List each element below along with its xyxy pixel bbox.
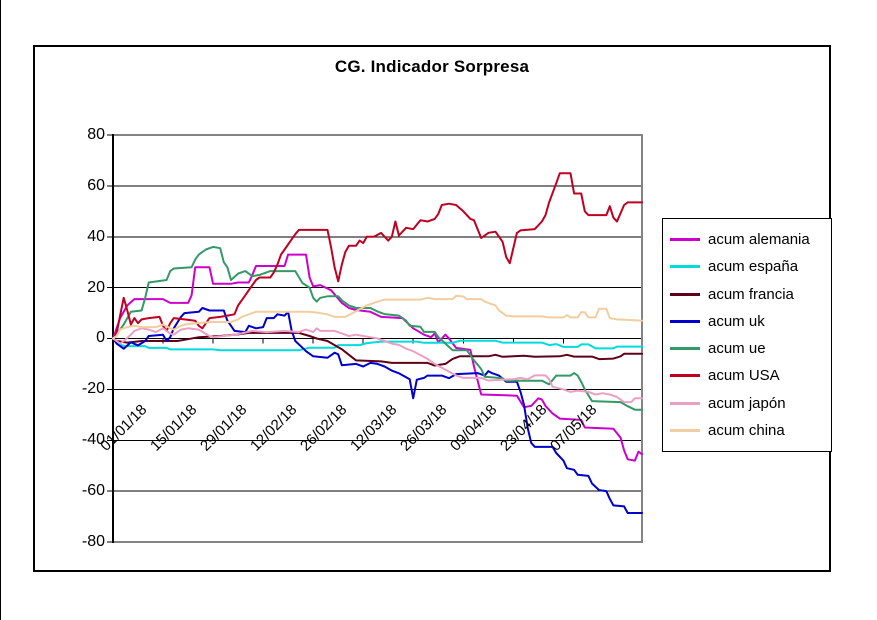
legend-line-marker-icon [670, 428, 700, 432]
chart-title: CG. Indicador Sorpresa [334, 57, 530, 76]
legend-item-label: acum alemania [708, 231, 810, 249]
y-axis-tick-label: -40 [81, 431, 105, 448]
y-axis-tick-label: -60 [81, 482, 105, 499]
y-axis-tick-label: -20 [81, 380, 105, 397]
legend-item-acum-uk: acum uk [670, 313, 829, 330]
y-axis-tick-label: 60 [87, 177, 105, 194]
legend-item-acum-china: acum china [670, 422, 829, 439]
legend-line-marker-icon [670, 238, 700, 242]
legend-item-label: acum china [708, 421, 785, 439]
y-axis-tick-label: -80 [81, 533, 105, 550]
legend-line-marker-icon [670, 292, 700, 296]
legend-line-marker-icon [670, 319, 700, 323]
legend-item-acum-ue: acum ue [670, 340, 829, 357]
legend-item-label: acum USA [708, 367, 780, 385]
y-axis-tick-label: 0 [96, 329, 105, 346]
legend-line-marker-icon [670, 265, 700, 269]
legend-item-acum-francia: acum francia [670, 286, 829, 303]
y-axis-tick-label: 80 [87, 126, 105, 143]
chart-legend: acum alemania acum españa acum francia a… [662, 218, 832, 452]
window-edge-line [0, 0, 1, 620]
legend-line-marker-icon [670, 347, 700, 351]
y-axis-tick-label: 20 [87, 279, 105, 296]
legend-item-acum-japon: acum japón [670, 395, 829, 412]
legend-item-label: acum uk [708, 312, 765, 330]
legend-item-label: acum españa [708, 258, 799, 276]
legend-item-acum-usa: acum USA [670, 367, 829, 384]
legend-line-marker-icon [670, 374, 700, 378]
legend-item-acum-alemania: acum alemania [670, 231, 829, 248]
legend-item-acum-espana: acum españa [670, 258, 829, 275]
legend-line-marker-icon [670, 401, 700, 405]
legend-item-label: acum ue [708, 340, 766, 358]
legend-item-label: acum japón [708, 394, 786, 412]
legend-item-label: acum francia [708, 285, 794, 303]
y-axis-tick-label: 40 [87, 228, 105, 245]
